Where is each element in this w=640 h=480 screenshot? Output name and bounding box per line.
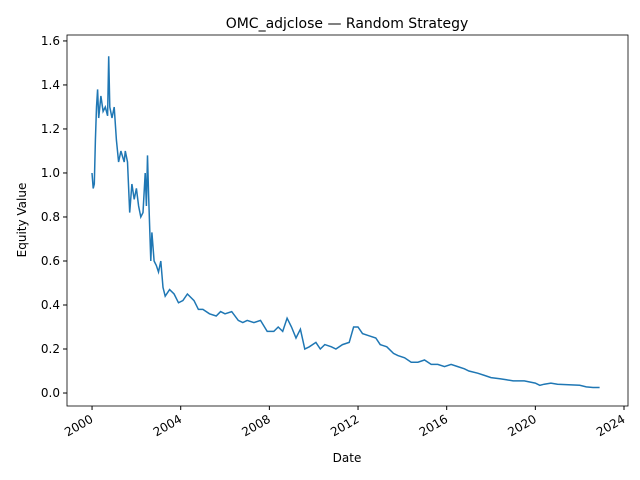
y-tick-label: 1.2: [41, 122, 60, 136]
y-tick-label: 1.4: [41, 78, 60, 92]
chart-title: OMC_adjclose — Random Strategy: [226, 16, 469, 32]
x-axis-label: Date: [333, 451, 362, 465]
x-tick-label: 2004: [151, 412, 184, 439]
y-tick-label: 0.2: [41, 342, 60, 356]
x-tick-label: 2020: [505, 412, 538, 439]
y-tick-label: 0.8: [41, 210, 60, 224]
y-tick-label: 0.4: [41, 298, 60, 312]
y-tick-label: 1.6: [41, 34, 60, 48]
x-tick-label: 2012: [328, 412, 361, 439]
y-tick-label: 0.0: [41, 386, 60, 400]
x-tick-label: 2016: [417, 412, 450, 439]
x-tick-label: 2008: [239, 412, 272, 439]
y-axis-label: Equity Value: [15, 183, 29, 258]
plot-frame: [66, 34, 629, 407]
y-tick-label: 0.6: [41, 254, 60, 268]
x-tick-label: 2024: [594, 412, 627, 439]
y-tick-label: 1.0: [41, 166, 60, 180]
line-series: [91, 56, 600, 389]
x-tick-label: 2000: [62, 412, 95, 439]
